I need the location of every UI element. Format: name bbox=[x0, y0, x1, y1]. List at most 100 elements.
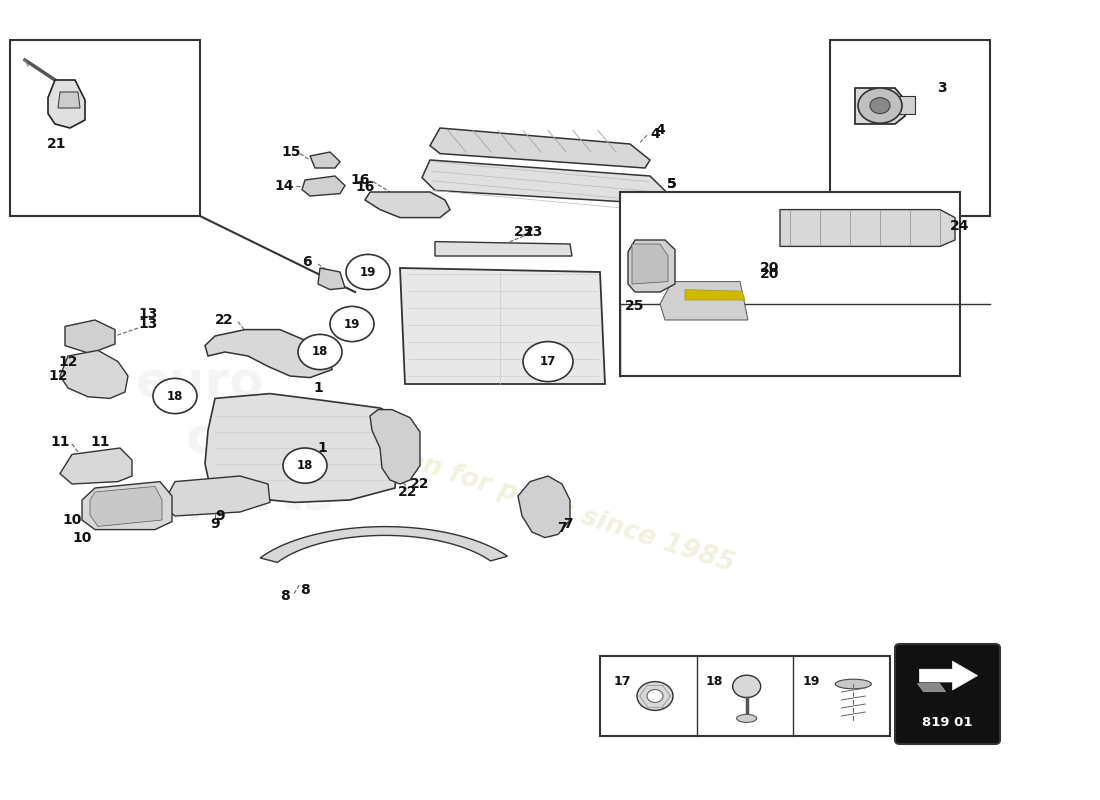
Text: 15: 15 bbox=[282, 145, 300, 159]
Text: 4: 4 bbox=[650, 126, 660, 141]
Text: 14: 14 bbox=[274, 178, 294, 193]
Polygon shape bbox=[780, 210, 955, 246]
Circle shape bbox=[283, 448, 327, 483]
Text: 13: 13 bbox=[139, 306, 157, 321]
Polygon shape bbox=[318, 268, 345, 290]
Polygon shape bbox=[310, 152, 340, 168]
Circle shape bbox=[298, 334, 342, 370]
Text: 11: 11 bbox=[90, 434, 110, 449]
Text: 7: 7 bbox=[558, 521, 566, 535]
Polygon shape bbox=[434, 242, 572, 256]
Text: euro: euro bbox=[135, 360, 264, 408]
Text: 17: 17 bbox=[540, 355, 557, 368]
Text: parts: parts bbox=[186, 472, 334, 520]
Text: 12: 12 bbox=[48, 369, 68, 383]
Bar bbox=[10, 40, 200, 216]
Text: 8: 8 bbox=[300, 583, 310, 598]
Text: 2: 2 bbox=[216, 313, 224, 327]
Text: 819 01: 819 01 bbox=[922, 716, 972, 729]
Text: 6: 6 bbox=[302, 255, 311, 270]
Text: 8: 8 bbox=[280, 589, 290, 603]
Polygon shape bbox=[58, 92, 80, 108]
Ellipse shape bbox=[835, 679, 871, 689]
Text: 22: 22 bbox=[410, 477, 430, 491]
Text: 4: 4 bbox=[656, 122, 664, 137]
Bar bbox=[830, 40, 990, 216]
Text: 5: 5 bbox=[667, 177, 676, 191]
Polygon shape bbox=[60, 448, 132, 484]
Circle shape bbox=[153, 378, 197, 414]
Text: 1: 1 bbox=[317, 441, 327, 455]
Text: 18: 18 bbox=[311, 346, 328, 358]
Bar bbox=[620, 192, 960, 376]
Text: 20: 20 bbox=[760, 261, 780, 275]
Circle shape bbox=[346, 254, 390, 290]
Text: a passion for parts since 1985: a passion for parts since 1985 bbox=[302, 414, 737, 578]
Polygon shape bbox=[632, 244, 668, 284]
Polygon shape bbox=[400, 268, 605, 384]
Text: 16: 16 bbox=[355, 180, 375, 194]
Polygon shape bbox=[895, 96, 915, 114]
Text: 13: 13 bbox=[139, 317, 157, 331]
Polygon shape bbox=[65, 320, 116, 354]
Polygon shape bbox=[370, 410, 420, 484]
Text: 20: 20 bbox=[760, 266, 780, 281]
Text: 3: 3 bbox=[937, 81, 947, 95]
Ellipse shape bbox=[870, 98, 890, 114]
Polygon shape bbox=[90, 486, 162, 526]
Polygon shape bbox=[518, 476, 570, 538]
Polygon shape bbox=[365, 192, 450, 218]
Text: 5: 5 bbox=[667, 177, 676, 191]
Text: 18: 18 bbox=[297, 459, 313, 472]
Text: 7: 7 bbox=[563, 517, 573, 531]
Polygon shape bbox=[205, 330, 332, 378]
Text: 19: 19 bbox=[803, 675, 820, 688]
Text: 11: 11 bbox=[51, 434, 69, 449]
Polygon shape bbox=[660, 282, 748, 320]
FancyBboxPatch shape bbox=[895, 644, 1000, 744]
Polygon shape bbox=[628, 240, 675, 292]
Text: 19: 19 bbox=[344, 318, 360, 330]
Ellipse shape bbox=[647, 690, 663, 702]
Polygon shape bbox=[205, 394, 400, 502]
Ellipse shape bbox=[737, 714, 757, 722]
Circle shape bbox=[522, 342, 573, 382]
Text: 10: 10 bbox=[63, 513, 81, 527]
Polygon shape bbox=[60, 350, 128, 398]
Polygon shape bbox=[48, 80, 85, 128]
Polygon shape bbox=[82, 482, 172, 530]
Text: 1: 1 bbox=[314, 381, 323, 395]
Text: 9: 9 bbox=[210, 517, 220, 531]
Polygon shape bbox=[654, 274, 762, 338]
Polygon shape bbox=[917, 683, 946, 691]
Polygon shape bbox=[855, 88, 905, 124]
Text: 17: 17 bbox=[614, 675, 630, 688]
Ellipse shape bbox=[733, 675, 761, 698]
Polygon shape bbox=[261, 526, 507, 562]
Polygon shape bbox=[920, 661, 978, 690]
Text: 25: 25 bbox=[625, 298, 645, 313]
Text: 23: 23 bbox=[525, 225, 543, 239]
Bar bbox=[600, 656, 890, 736]
Text: 18: 18 bbox=[167, 390, 184, 402]
Ellipse shape bbox=[637, 682, 673, 710]
Text: 19: 19 bbox=[360, 266, 376, 278]
Text: 18: 18 bbox=[706, 675, 724, 688]
Text: 16: 16 bbox=[350, 173, 370, 187]
Text: 21: 21 bbox=[47, 137, 67, 151]
Text: 10: 10 bbox=[73, 530, 91, 545]
Polygon shape bbox=[430, 128, 650, 168]
Circle shape bbox=[330, 306, 374, 342]
Text: 9: 9 bbox=[216, 509, 224, 523]
Text: car: car bbox=[186, 416, 274, 464]
Ellipse shape bbox=[858, 88, 902, 123]
Text: 2: 2 bbox=[223, 313, 233, 327]
Text: 23: 23 bbox=[515, 225, 534, 239]
Polygon shape bbox=[422, 160, 668, 204]
Polygon shape bbox=[162, 476, 270, 516]
Text: 22: 22 bbox=[398, 485, 418, 499]
Polygon shape bbox=[302, 176, 345, 196]
Text: 24: 24 bbox=[950, 218, 970, 233]
Text: 12: 12 bbox=[58, 354, 78, 369]
Polygon shape bbox=[685, 290, 745, 300]
